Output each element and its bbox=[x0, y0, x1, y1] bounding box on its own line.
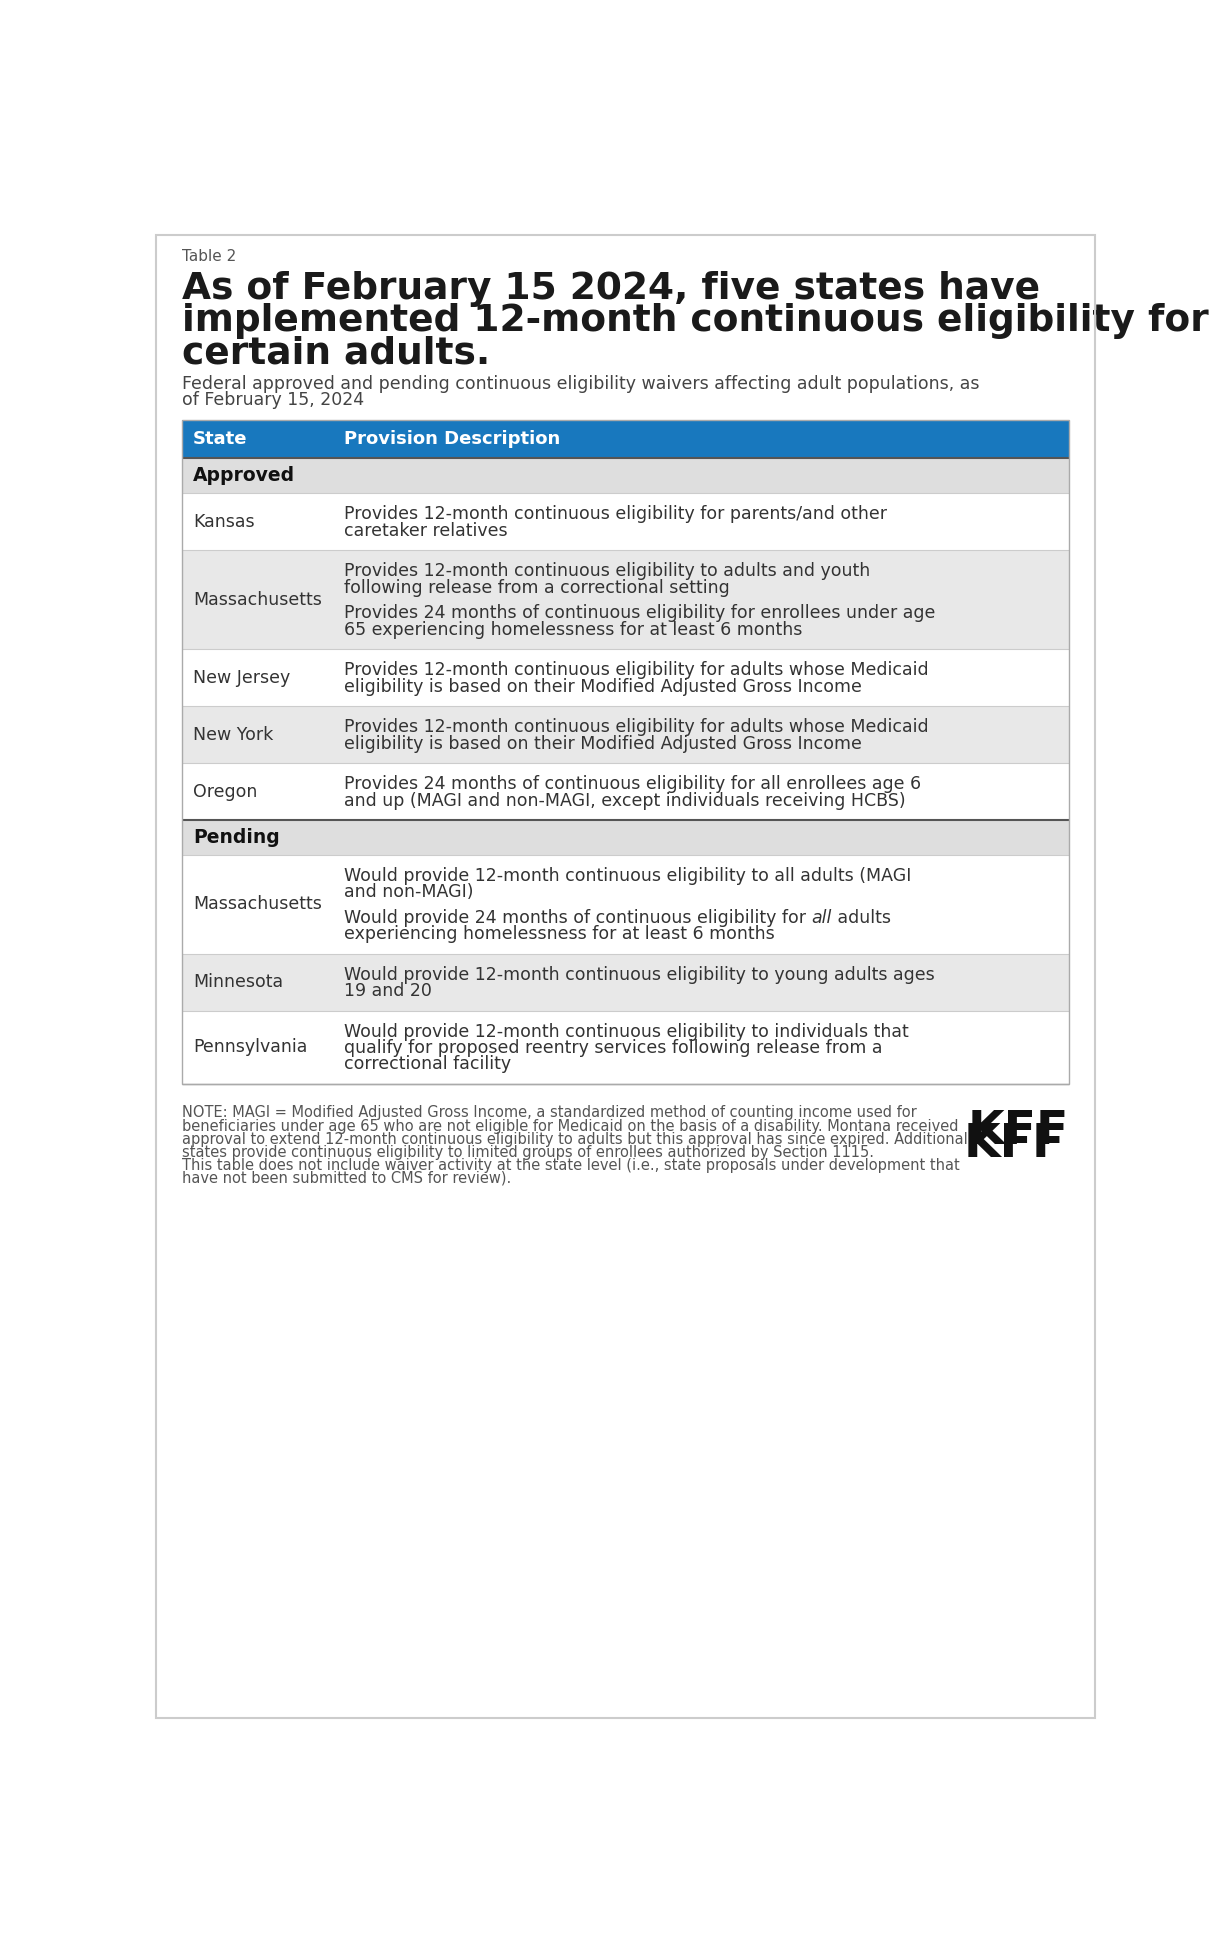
Bar bbox=[182, 549, 1069, 650]
Text: adults: adults bbox=[832, 909, 891, 926]
Text: Provides 12-month continuous eligibility for adults whose Medicaid: Provides 12-month continuous eligibility… bbox=[344, 718, 928, 737]
Text: and non-MAGI): and non-MAGI) bbox=[344, 884, 473, 901]
Text: State: State bbox=[193, 429, 248, 449]
Text: New Jersey: New Jersey bbox=[193, 669, 290, 687]
Bar bbox=[182, 458, 1069, 493]
Bar bbox=[182, 855, 1069, 953]
Text: Kansas: Kansas bbox=[193, 513, 255, 530]
Text: eligibility is based on their Modified Adjusted Gross Income: eligibility is based on their Modified A… bbox=[344, 677, 861, 696]
Text: Massachusetts: Massachusetts bbox=[193, 590, 322, 609]
Bar bbox=[182, 820, 1069, 855]
Text: KFF: KFF bbox=[967, 1108, 1069, 1155]
Text: Provides 12-month continuous eligibility for adults whose Medicaid: Provides 12-month continuous eligibility… bbox=[344, 661, 928, 679]
Text: Would provide 12-month continuous eligibility to young adults ages: Would provide 12-month continuous eligib… bbox=[344, 967, 935, 984]
Bar bbox=[182, 420, 1069, 458]
Text: NOTE: MAGI = Modified Adjusted Gross Income, a standardized method of counting i: NOTE: MAGI = Modified Adjusted Gross Inc… bbox=[182, 1106, 916, 1120]
Text: implemented 12-month continuous eligibility for: implemented 12-month continuous eligibil… bbox=[182, 304, 1209, 338]
Text: Provision Description: Provision Description bbox=[344, 429, 560, 449]
Text: Provides 24 months of continuous eligibility for enrollees under age: Provides 24 months of continuous eligibi… bbox=[344, 605, 936, 623]
Text: Provides 12-month continuous eligibility for parents/and other: Provides 12-month continuous eligibility… bbox=[344, 505, 887, 524]
Text: Massachusetts: Massachusetts bbox=[193, 895, 322, 913]
Text: certain adults.: certain adults. bbox=[182, 335, 490, 371]
Text: Would provide 12-month continuous eligibility to all adults (MAGI: Would provide 12-month continuous eligib… bbox=[344, 866, 911, 886]
Bar bbox=[182, 764, 1069, 820]
Text: Minnesota: Minnesota bbox=[193, 973, 283, 992]
Text: Would provide 12-month continuous eligibility to individuals that: Would provide 12-month continuous eligib… bbox=[344, 1023, 909, 1040]
Text: As of February 15 2024, five states have: As of February 15 2024, five states have bbox=[182, 271, 1041, 308]
Text: qualify for proposed reentry services following release from a: qualify for proposed reentry services fo… bbox=[344, 1039, 882, 1058]
Text: have not been submitted to CMS for review).: have not been submitted to CMS for revie… bbox=[182, 1170, 511, 1186]
Text: approval to extend 12-month continuous eligibility to adults but this approval h: approval to extend 12-month continuous e… bbox=[182, 1131, 967, 1147]
Bar bbox=[182, 493, 1069, 549]
Text: Table 2: Table 2 bbox=[182, 249, 237, 265]
Text: Pennsylvania: Pennsylvania bbox=[193, 1039, 307, 1056]
Text: eligibility is based on their Modified Adjusted Gross Income: eligibility is based on their Modified A… bbox=[344, 735, 861, 752]
Text: Would provide 24 months of continuous eligibility for: Would provide 24 months of continuous el… bbox=[344, 909, 811, 926]
Text: correctional facility: correctional facility bbox=[344, 1056, 511, 1073]
Bar bbox=[182, 650, 1069, 706]
Text: Federal approved and pending continuous eligibility waivers affecting adult popu: Federal approved and pending continuous … bbox=[182, 375, 980, 393]
Text: caretaker relatives: caretaker relatives bbox=[344, 522, 508, 540]
Text: KFF: KFF bbox=[964, 1122, 1065, 1168]
Bar bbox=[182, 1011, 1069, 1083]
Bar bbox=[182, 420, 1069, 1083]
Text: Provides 24 months of continuous eligibility for all enrollees age 6: Provides 24 months of continuous eligibi… bbox=[344, 776, 921, 793]
Text: all: all bbox=[811, 909, 832, 926]
Text: Oregon: Oregon bbox=[193, 783, 257, 801]
Text: states provide continuous eligibility to limited groups of enrollees authorized : states provide continuous eligibility to… bbox=[182, 1145, 874, 1160]
Text: New York: New York bbox=[193, 725, 273, 743]
Text: beneficiaries under age 65 who are not eligible for Medicaid on the basis of a d: beneficiaries under age 65 who are not e… bbox=[182, 1118, 959, 1133]
Text: 65 experiencing homelessness for at least 6 months: 65 experiencing homelessness for at leas… bbox=[344, 621, 803, 638]
Text: and up (MAGI and non-MAGI, except individuals receiving HCBS): and up (MAGI and non-MAGI, except indivi… bbox=[344, 791, 905, 810]
Bar bbox=[182, 706, 1069, 764]
Text: of February 15, 2024: of February 15, 2024 bbox=[182, 391, 364, 408]
Text: This table does not include waiver activity at the state level (i.e., state prop: This table does not include waiver activ… bbox=[182, 1158, 960, 1172]
Text: Approved: Approved bbox=[193, 466, 295, 485]
Bar bbox=[182, 953, 1069, 1011]
Text: Pending: Pending bbox=[193, 828, 279, 847]
Text: following release from a correctional setting: following release from a correctional se… bbox=[344, 578, 730, 596]
Text: Provides 12-month continuous eligibility to adults and youth: Provides 12-month continuous eligibility… bbox=[344, 563, 870, 580]
Text: 19 and 20: 19 and 20 bbox=[344, 982, 432, 1000]
Text: experiencing homelessness for at least 6 months: experiencing homelessness for at least 6… bbox=[344, 924, 775, 944]
